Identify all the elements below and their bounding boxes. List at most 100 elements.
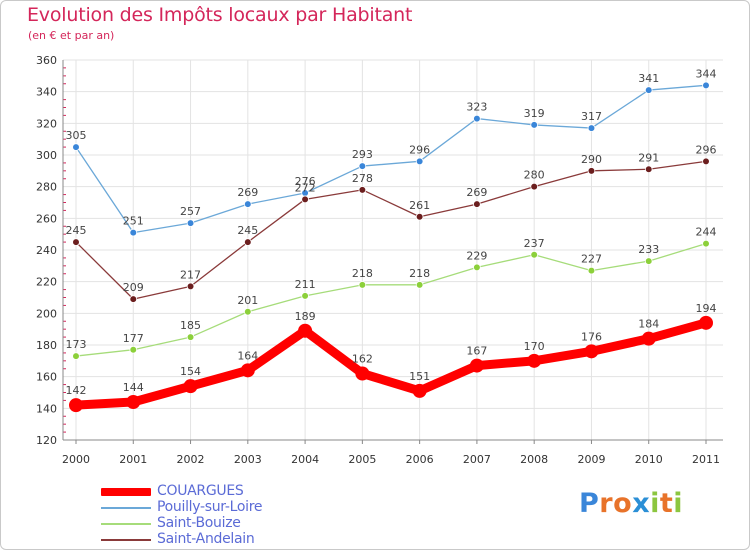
data-point-saint-bouize: [358, 281, 367, 289]
y-tick-label: 300: [36, 149, 57, 162]
y-tick-label: 140: [36, 402, 57, 415]
data-labels: 305 251 257 269 276 293 296 323 319 317 341 344 173 1…: [66, 67, 717, 397]
logo-letter: t: [659, 488, 674, 519]
data-label-pouilly-sur-loire: 344: [696, 67, 717, 80]
chart-title: Evolution des Impôts locaux par Habitant: [27, 4, 413, 26]
data-point-saint-bouize: [644, 257, 653, 265]
data-label-pouilly-sur-loire: 296: [409, 143, 430, 156]
x-tick-label: 2007: [463, 453, 491, 466]
data-label-couargues: 144: [123, 381, 144, 394]
legend-swatch-saint-andelain: [101, 539, 151, 541]
data-label-couargues: 189: [295, 310, 316, 323]
x-tick-label: 2008: [520, 453, 548, 466]
data-label-couargues: 151: [409, 370, 430, 383]
x-tick-label: 2009: [577, 453, 605, 466]
data-point-saint-bouize: [186, 333, 195, 341]
x-tick-label: 2003: [234, 453, 262, 466]
data-label-pouilly-sur-loire: 293: [352, 148, 373, 161]
legend-swatch-couargues: [101, 488, 151, 496]
data-label-saint-andelain: 269: [466, 186, 487, 199]
data-point-saint-andelain: [186, 282, 195, 291]
data-point-couargues: [412, 383, 427, 398]
data-label-saint-andelain: 290: [581, 153, 602, 166]
data-point-saint-andelain: [473, 200, 481, 208]
data-point-saint-andelain: [702, 157, 710, 166]
proxiti-logo: Proxiti: [579, 488, 683, 519]
logo-letter: o: [613, 488, 633, 519]
x-tick-label: 2002: [177, 453, 205, 466]
x-tick-label: 2001: [119, 453, 147, 466]
data-label-saint-bouize: 244: [696, 226, 717, 239]
logo-letter: i: [650, 488, 660, 519]
data-label-pouilly-sur-loire: 341: [638, 72, 659, 85]
data-point-saint-andelain: [72, 238, 80, 246]
data-point-couargues: [584, 344, 599, 359]
data-point-saint-andelain: [415, 212, 424, 221]
data-label-saint-andelain: 245: [237, 224, 258, 237]
data-point-saint-bouize: [415, 281, 424, 289]
series-line-pouilly-sur-loire: [75, 84, 707, 234]
data-label-pouilly-sur-loire: 305: [66, 129, 87, 142]
data-point-saint-andelain: [644, 165, 653, 174]
data-label-pouilly-sur-loire: 251: [123, 215, 144, 228]
legend-swatch-saint-bouize: [101, 523, 151, 525]
x-tick-label: 2011: [692, 453, 720, 466]
data-label-saint-bouize: 218: [409, 267, 430, 280]
data-point-couargues: [469, 358, 484, 373]
y-tick-label: 180: [36, 339, 57, 352]
data-point-saint-bouize: [530, 250, 538, 259]
data-point-saint-bouize: [702, 239, 710, 248]
data-point-couargues: [298, 323, 313, 338]
data-point-couargues: [126, 395, 141, 409]
data-point-pouilly-sur-loire: [72, 143, 80, 151]
grid: [63, 59, 723, 441]
data-label-saint-bouize: 218: [352, 267, 373, 280]
data-point-couargues: [355, 366, 370, 381]
data-label-saint-bouize: 173: [66, 338, 87, 351]
y-tick-label: 260: [36, 212, 57, 225]
data-label-pouilly-sur-loire: 317: [581, 110, 602, 123]
data-point-pouilly-sur-loire: [415, 157, 424, 166]
data-label-saint-bouize: 201: [237, 294, 258, 307]
x-tick-label: 2004: [291, 453, 319, 466]
data-point-saint-bouize: [72, 352, 80, 360]
data-label-saint-andelain: 296: [696, 143, 717, 156]
data-point-saint-andelain: [530, 182, 538, 191]
data-label-pouilly-sur-loire: 257: [180, 205, 201, 218]
data-label-couargues: 184: [638, 318, 659, 331]
data-point-pouilly-sur-loire: [644, 86, 653, 94]
data-label-saint-andelain: 272: [295, 181, 316, 194]
data-point-pouilly-sur-loire: [530, 121, 538, 129]
y-tick-label: 240: [36, 244, 57, 257]
data-label-saint-andelain: 261: [409, 199, 430, 212]
data-label-pouilly-sur-loire: 276: [295, 175, 316, 188]
y-tick-label: 320: [36, 117, 57, 130]
data-label-saint-andelain: 280: [524, 169, 545, 182]
data-point-couargues: [183, 379, 198, 394]
data-label-saint-bouize: 233: [638, 243, 659, 256]
x-tick-label: 2000: [62, 453, 90, 466]
data-point-saint-andelain: [587, 167, 596, 175]
legend-label-pouilly-sur-loire: Pouilly-sur-Loire: [157, 499, 263, 515]
logo-letter: x: [632, 488, 651, 519]
data-label-couargues: 162: [352, 353, 373, 366]
data-point-saint-andelain: [301, 195, 309, 204]
x-tick-label: 2005: [348, 453, 376, 466]
data-label-pouilly-sur-loire: 323: [466, 101, 487, 114]
y-tick-label: 220: [36, 276, 57, 289]
data-label-saint-bouize: 177: [123, 332, 144, 345]
data-label-saint-bouize: 229: [466, 249, 487, 262]
data-label-couargues: 142: [66, 384, 87, 397]
data-point-couargues: [641, 331, 656, 346]
legend-label-saint-andelain: Saint-Andelain: [157, 531, 255, 547]
data-label-saint-andelain: 209: [123, 281, 144, 294]
data-point-pouilly-sur-loire: [702, 81, 710, 90]
data-label-pouilly-sur-loire: 269: [237, 186, 258, 199]
series-line-saint-andelain: [75, 160, 707, 300]
series-line-couargues: [71, 318, 711, 410]
data-point-saint-bouize: [587, 266, 596, 275]
series-line-saint-bouize: [75, 243, 707, 357]
data-point-couargues: [240, 363, 255, 378]
